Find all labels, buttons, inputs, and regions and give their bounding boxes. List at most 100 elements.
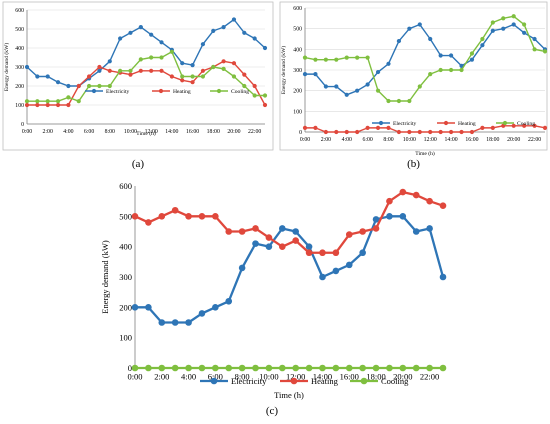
x-tick-label: 0:00: [22, 129, 32, 135]
data-point-heating: [279, 243, 286, 250]
data-point-electricity: [211, 28, 216, 33]
y-tick-label: 500: [15, 27, 24, 33]
data-point-heating: [262, 102, 268, 108]
x-tick-label: 2:00: [43, 129, 53, 135]
data-point-cooling: [469, 51, 475, 56]
legend-label-cooling: Cooling: [517, 121, 535, 127]
data-point-heating: [355, 129, 360, 135]
x-axis-title: Time (h): [274, 390, 304, 400]
data-point-heating: [399, 188, 407, 196]
x-tick-label: 18:00: [207, 129, 220, 135]
data-point-electricity: [97, 68, 102, 73]
x-tick-label: 22:00: [248, 129, 261, 135]
x-tick-label: 16:00: [340, 372, 359, 382]
x-tick-label: 22:00: [528, 137, 541, 143]
data-point-electricity: [522, 30, 527, 35]
data-point-electricity: [200, 42, 206, 47]
data-point-electricity: [66, 83, 71, 89]
x-tick-label: 12:00: [286, 372, 305, 382]
x-tick-label: 4:00: [63, 129, 73, 135]
series-line-cooling: [304, 15, 546, 102]
data-point-electricity: [438, 53, 443, 58]
data-point-electricity: [185, 319, 192, 326]
y-tick-label: 100: [119, 333, 132, 343]
x-tick-label: 12:00: [145, 129, 158, 135]
data-point-heating: [459, 129, 464, 135]
legend-marker-electricity: [210, 377, 218, 385]
data-point-electricity: [313, 72, 318, 77]
data-point-cooling: [542, 49, 548, 54]
data-point-heating: [372, 225, 380, 232]
data-point-cooling: [97, 83, 102, 89]
legend-marker-heating: [290, 377, 298, 385]
data-point-cooling: [438, 67, 443, 73]
x-tick-label: 10:00: [403, 137, 416, 143]
chart-panel-c: 0 100 200 300 400 500 600 0:00 2:00 4:00 6:00 8:00 1…: [100, 181, 447, 417]
data-point-cooling: [359, 364, 366, 372]
data-point-electricity: [396, 38, 402, 44]
data-point-electricity: [279, 225, 286, 232]
data-point-heating: [480, 125, 485, 130]
data-point-electricity: [118, 36, 123, 41]
data-point-heating: [407, 129, 412, 135]
data-point-cooling: [323, 57, 328, 62]
data-point-cooling: [107, 83, 112, 89]
data-point-cooling: [292, 364, 299, 372]
panel-label: (a): [132, 158, 145, 170]
data-point-heating: [365, 125, 370, 130]
data-point-electricity: [252, 36, 257, 41]
y-tick-label: 300: [15, 65, 24, 71]
data-point-electricity: [319, 273, 326, 281]
data-point-heating: [522, 123, 527, 128]
x-tick-label: 6:00: [362, 137, 372, 143]
data-point-cooling: [211, 64, 216, 70]
x-tick-label: 16:00: [186, 129, 199, 135]
y-axis-title: Energy demand (kW): [280, 46, 287, 94]
chart-panel-b: 0 100 200 300 400 500 600 0:00 2:00 4:00 6:00 8:00 1…: [279, 1, 548, 170]
data-point-electricity: [386, 61, 391, 66]
data-point-electricity: [292, 228, 299, 235]
data-point-cooling: [221, 66, 226, 71]
data-point-cooling: [490, 20, 495, 25]
series-line-heating: [134, 190, 444, 254]
data-point-heating: [97, 64, 102, 70]
x-tick-label: 2:00: [154, 372, 169, 382]
x-tick-label: 8:00: [383, 137, 393, 143]
data-point-cooling: [426, 364, 433, 372]
y-tick-label: 100: [15, 103, 24, 109]
data-point-cooling: [252, 364, 259, 372]
panel-frame: [279, 1, 548, 151]
data-point-cooling: [131, 364, 139, 372]
data-point-heating: [412, 191, 420, 199]
data-point-electricity: [302, 72, 308, 77]
data-point-electricity: [262, 45, 268, 51]
data-point-heating: [221, 59, 226, 64]
x-tick-label: 16:00: [465, 137, 478, 143]
data-point-heating: [145, 219, 152, 226]
data-point-electricity: [469, 57, 475, 62]
series-line-electricity: [135, 215, 445, 324]
legend-label-electricity: Electricity: [231, 376, 267, 386]
x-tick-label: 4:00: [342, 137, 352, 143]
data-point-heating: [238, 228, 246, 235]
legend-label-heating: Heating: [458, 121, 476, 127]
panel-frame: [2, 1, 274, 151]
data-point-electricity: [131, 304, 139, 311]
data-point-cooling: [200, 74, 206, 79]
data-point-electricity: [149, 32, 154, 37]
data-point-cooling: [334, 57, 339, 62]
y-tick-label: 300: [293, 68, 302, 74]
x-tick-label: 20:00: [507, 137, 520, 143]
y-axis-title: Energy demand (kW): [100, 240, 110, 314]
data-point-cooling: [128, 68, 133, 73]
panel-label: (b): [407, 158, 420, 170]
data-point-cooling: [345, 364, 353, 372]
data-point-electricity: [128, 30, 133, 35]
data-point-heating: [66, 102, 71, 108]
data-point-electricity: [45, 74, 50, 79]
data-point-heating: [511, 123, 516, 128]
y-tick-label: 600: [119, 181, 132, 191]
data-point-electricity: [171, 319, 179, 326]
data-point-electricity: [511, 22, 516, 27]
x-tick-label: 10:00: [259, 372, 278, 382]
